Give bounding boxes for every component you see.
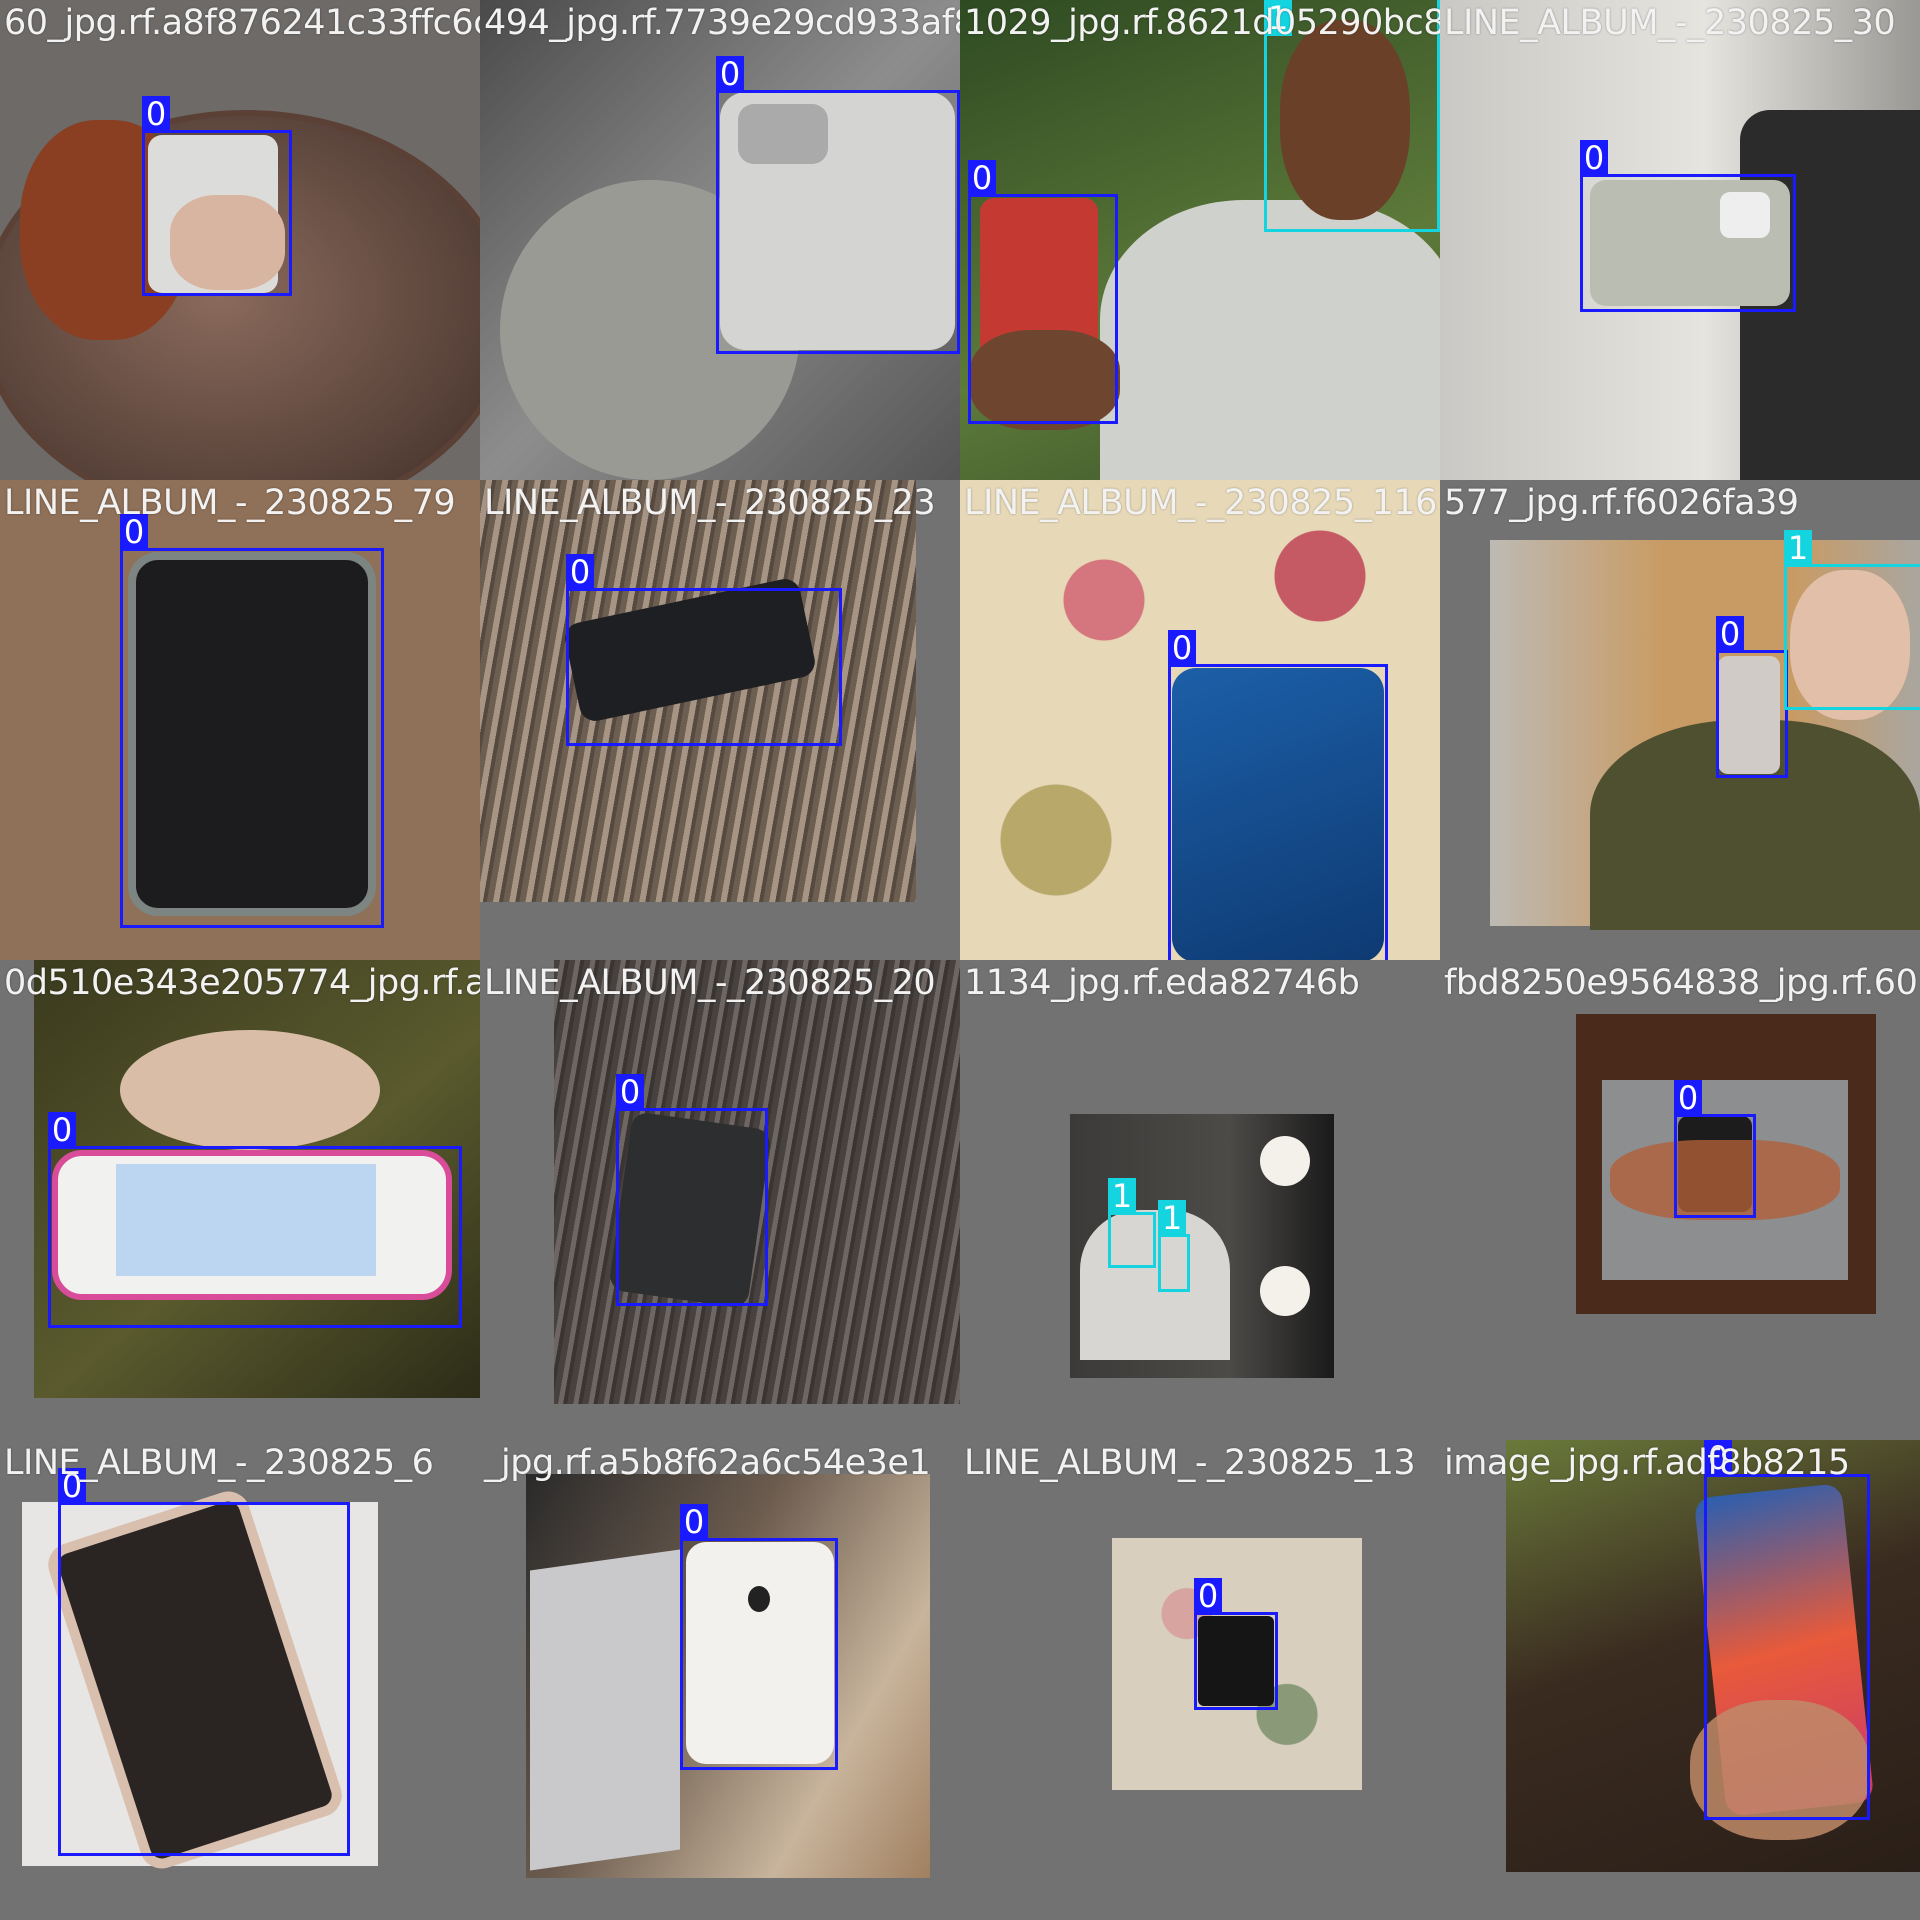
bbox-label: 0 <box>716 56 744 92</box>
bbox-label: 0 <box>968 160 996 196</box>
bbox: 0 <box>1580 140 1796 312</box>
bbox: 0 <box>968 160 1118 424</box>
bbox: 0 <box>142 96 292 296</box>
bbox: 1 <box>1784 530 1920 710</box>
tile-filename: LINE_ALBUM_-_230825_23 <box>484 483 936 523</box>
bbox-label: 0 <box>48 1112 76 1148</box>
bbox: 0 <box>48 1112 462 1328</box>
light-shape <box>1260 1136 1310 1186</box>
tile-filename: 577_jpg.rf.f6026fa39 <box>1444 483 1799 523</box>
tile-filename: LINE_ALBUM_-_230825_30 <box>1444 3 1896 43</box>
tile-filename: LINE_ALBUM_-_230825_79 <box>4 483 456 523</box>
tile-2: 0 494_jpg.rf.7739e29cd933af89 <box>480 0 960 480</box>
bbox-label: 0 <box>1674 1080 1702 1116</box>
tile-filename: LINE_ALBUM_-_230825_13 <box>964 1443 1416 1483</box>
bbox-label: 0 <box>142 96 170 132</box>
bbox: 0 <box>716 56 960 354</box>
bbox: 1 <box>1264 0 1440 232</box>
bbox: 0 <box>1674 1080 1756 1218</box>
hand-shape <box>1690 1700 1870 1840</box>
tile-10: 0 LINE_ALBUM_-_230825_20 <box>480 960 960 1440</box>
phone-shape <box>128 552 376 916</box>
tile-6: 0 LINE_ALBUM_-_230825_23 <box>480 480 960 960</box>
tile-filename: LINE_ALBUM_-_230825_20 <box>484 963 936 1003</box>
bbox-label: 1 <box>1158 1200 1186 1236</box>
bbox: 0 <box>58 1468 350 1856</box>
tile-filename: fbd8250e9564838_jpg.rf.60 <box>1444 963 1918 1003</box>
hand-shape <box>1610 1140 1840 1220</box>
laptop-shape <box>530 1549 680 1871</box>
tile-filename: 1029_jpg.rf.8621d05290bc85d <box>964 3 1440 43</box>
bbox: 1 <box>1158 1200 1190 1292</box>
bbox-label: 1 <box>1108 1178 1136 1214</box>
hand-shape <box>970 330 1120 430</box>
bbox-label: 0 <box>680 1504 708 1540</box>
light-shape <box>1260 1266 1310 1316</box>
tile-3: 0 1 1029_jpg.rf.8621d05290bc85d <box>960 0 1440 480</box>
tile-11: 1 1 1134_jpg.rf.eda82746b <box>960 960 1440 1440</box>
bbox-label: 0 <box>1194 1578 1222 1614</box>
tile-5: 0 LINE_ALBUM_-_230825_79 <box>0 480 480 960</box>
tile-filename: LINE_ALBUM_-_230825_116 <box>964 483 1437 523</box>
hand-shape <box>120 1030 380 1150</box>
bbox-label: 0 <box>1716 616 1744 652</box>
bbox: 0 <box>1168 630 1388 960</box>
bbox-label: 0 <box>120 514 148 550</box>
tile-filename: LINE_ALBUM_-_230825_6 <box>4 1443 434 1483</box>
tile-9: 0 0d510e343e205774_jpg.rf.a <box>0 960 480 1440</box>
bbox-label: 1 <box>1264 0 1292 36</box>
bbox-label: 1 <box>1784 530 1812 566</box>
tile-7: 0 LINE_ALBUM_-_230825_116 <box>960 480 1440 960</box>
bbox: 0 <box>1716 616 1788 778</box>
tile-8: 0 1 577_jpg.rf.f6026fa39 <box>1440 480 1920 960</box>
tile-filename: 1134_jpg.rf.eda82746b <box>964 963 1360 1003</box>
bbox-label: 0 <box>1704 1440 1732 1476</box>
shirt-shape <box>1100 200 1440 480</box>
hand-shape <box>170 195 285 290</box>
phone-shape <box>1172 668 1384 960</box>
tile-1: 0 60_jpg.rf.a8f876241c33ffc6c <box>0 0 480 480</box>
bbox-label: 0 <box>1168 630 1196 666</box>
bbox: 0 <box>1194 1578 1278 1710</box>
tile-14: 0 _jpg.rf.a5b8f62a6c54e3e1 <box>480 1440 960 1920</box>
tile-filename: 60_jpg.rf.a8f876241c33ffc6c <box>4 3 480 43</box>
tile-filename: 0d510e343e205774_jpg.rf.a <box>4 963 480 1003</box>
bbox: 0 <box>680 1504 838 1770</box>
phone-shape <box>1198 1616 1274 1706</box>
camera-shape <box>1720 192 1770 238</box>
phone-shape <box>686 1542 834 1764</box>
tile-16: 0 image_jpg.rf.adf8b8215 <box>1440 1440 1920 1920</box>
tile-12: 0 fbd8250e9564838_jpg.rf.60 <box>1440 960 1920 1440</box>
tile-filename: _jpg.rf.a5b8f62a6c54e3e1 <box>484 1443 931 1483</box>
tile-13: 0 LINE_ALBUM_-_230825_6 <box>0 1440 480 1920</box>
bbox: 0 <box>566 554 842 746</box>
bbox-label: 0 <box>566 554 594 590</box>
bbox-label: 0 <box>1580 140 1608 176</box>
tile-filename: image_jpg.rf.adf8b8215 <box>1444 1443 1850 1483</box>
screen-shape <box>116 1164 376 1276</box>
bbox: 0 <box>1704 1440 1870 1820</box>
bbox: 1 <box>1108 1178 1156 1268</box>
phone-shape <box>1718 656 1780 774</box>
apple-logo-icon <box>748 1586 770 1612</box>
face-shape <box>1790 570 1910 720</box>
tile-4: 0 LINE_ALBUM_-_230825_30 <box>1440 0 1920 480</box>
bbox: 0 <box>120 514 384 928</box>
camera-shape <box>738 104 828 164</box>
bbox-label: 0 <box>616 1074 644 1110</box>
tile-15: 0 LINE_ALBUM_-_230825_13 <box>960 1440 1440 1920</box>
face-shape <box>1280 20 1410 220</box>
bbox: 0 <box>616 1074 768 1306</box>
bbox-label: 0 <box>58 1468 86 1504</box>
tile-filename: 494_jpg.rf.7739e29cd933af89 <box>484 3 960 43</box>
